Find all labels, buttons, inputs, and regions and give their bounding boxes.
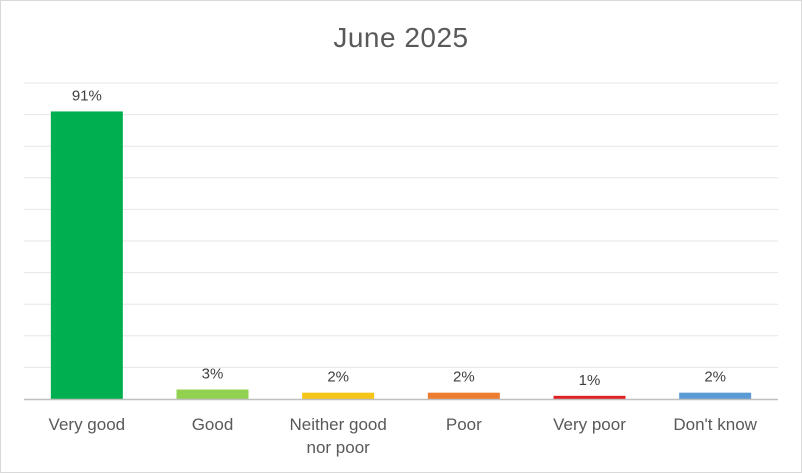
- data-label: 2%: [453, 369, 475, 386]
- bar: [302, 392, 375, 399]
- x-tick-label: Very good: [49, 415, 126, 434]
- x-tick-label: nor poor: [307, 438, 371, 457]
- bar: [553, 395, 626, 399]
- data-label: 1%: [579, 372, 601, 389]
- data-label: 91%: [72, 87, 102, 104]
- data-label: 2%: [327, 369, 349, 386]
- x-tick-label: Very poor: [553, 415, 626, 434]
- x-tick-label: Neither good: [289, 415, 386, 434]
- chart-title: June 2025: [333, 22, 469, 53]
- bar: [176, 389, 249, 399]
- bar: [427, 392, 500, 399]
- bar: [679, 392, 752, 399]
- x-tick-label: Good: [192, 415, 234, 434]
- data-label: 3%: [202, 366, 224, 383]
- x-tick-label: Poor: [446, 415, 482, 434]
- bar: [50, 111, 123, 399]
- x-tick-label: Don't know: [673, 415, 757, 434]
- data-label: 2%: [704, 369, 726, 386]
